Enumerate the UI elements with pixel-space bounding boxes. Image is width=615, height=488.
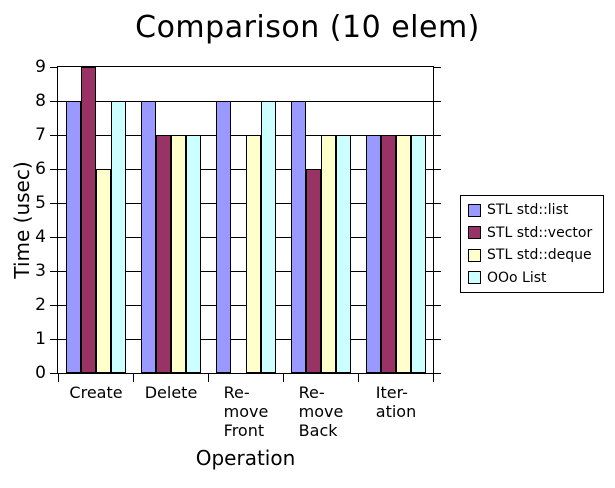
y-tick-label: 3 xyxy=(35,261,46,281)
y-tick-label: 4 xyxy=(35,227,46,247)
y-tick-label: 8 xyxy=(35,91,46,111)
x-axis-tick xyxy=(433,374,434,382)
y-axis-tick-right xyxy=(434,67,441,68)
x-category-label: Re- move Back xyxy=(298,383,344,440)
y-tick-label: 0 xyxy=(35,363,46,383)
x-axis-tick xyxy=(208,374,209,382)
bar xyxy=(66,101,81,373)
y-tick-label: 2 xyxy=(35,295,46,315)
bar xyxy=(306,169,321,373)
y-axis-tick xyxy=(50,373,57,374)
legend-item: STL std::deque xyxy=(468,247,603,263)
gridline xyxy=(58,135,433,136)
x-axis-tick xyxy=(133,374,134,382)
plot-area xyxy=(57,66,434,374)
y-axis-tick xyxy=(50,67,57,68)
y-axis-tick-right xyxy=(434,135,441,136)
gridline xyxy=(58,339,433,340)
x-axis-title: Operation xyxy=(195,446,296,470)
y-axis-tick xyxy=(50,339,57,340)
bar xyxy=(336,135,351,373)
bar xyxy=(216,101,231,373)
gridline xyxy=(58,271,433,272)
bar xyxy=(156,135,171,373)
legend-swatch-icon xyxy=(468,248,481,262)
y-axis-tick xyxy=(50,169,57,170)
bar xyxy=(291,101,306,373)
y-axis-tick xyxy=(50,237,57,238)
x-category-label: Delete xyxy=(144,383,198,402)
legend-label: STL std::list xyxy=(487,202,569,219)
y-axis-tick-right xyxy=(434,203,441,204)
y-axis-tick-right xyxy=(434,305,441,306)
bar xyxy=(381,135,396,373)
y-axis-tick-right xyxy=(434,169,441,170)
y-axis-tick-right xyxy=(434,237,441,238)
legend-swatch-icon xyxy=(468,226,481,240)
legend-label: STL std::vector xyxy=(487,224,593,241)
gridline xyxy=(58,305,433,306)
y-tick-label: 5 xyxy=(35,193,46,213)
y-axis-tick-right xyxy=(434,339,441,340)
legend-label: OOo List xyxy=(487,269,547,286)
x-category-label: Create xyxy=(69,383,123,402)
gridline xyxy=(58,169,433,170)
bar xyxy=(396,135,411,373)
x-axis-tick xyxy=(358,374,359,382)
gridline xyxy=(58,101,433,102)
x-category-label: Re- move Front xyxy=(223,383,269,440)
y-axis-tick xyxy=(50,271,57,272)
y-axis-tick-right xyxy=(434,101,441,102)
x-axis-tick xyxy=(283,374,284,382)
bar xyxy=(261,101,276,373)
bar xyxy=(411,135,426,373)
y-tick-label: 6 xyxy=(35,159,46,179)
y-axis-tick-right xyxy=(434,373,441,374)
legend-item: OOo List xyxy=(468,270,603,286)
y-tick-label: 9 xyxy=(35,57,46,77)
y-axis-tick xyxy=(50,305,57,306)
gridline xyxy=(58,203,433,204)
bar xyxy=(111,101,126,373)
bar xyxy=(81,67,96,373)
bar xyxy=(186,135,201,373)
legend-label: STL std::deque xyxy=(487,247,592,264)
y-axis-tick xyxy=(50,203,57,204)
y-axis-tick xyxy=(50,101,57,102)
legend-swatch-icon xyxy=(468,203,481,217)
legend-item: STL std::list xyxy=(468,202,603,218)
y-tick-label: 7 xyxy=(35,125,46,145)
bar xyxy=(96,169,111,373)
bar xyxy=(141,101,156,373)
legend-item: STL std::vector xyxy=(468,225,603,241)
legend-swatch-icon xyxy=(468,271,481,285)
x-axis-tick xyxy=(58,374,59,382)
y-axis-tick-right xyxy=(434,271,441,272)
y-tick-label: 1 xyxy=(35,329,46,349)
bar xyxy=(171,135,186,373)
y-axis-tick xyxy=(50,135,57,136)
chart-title: Comparison (10 elem) xyxy=(135,10,480,45)
gridline xyxy=(58,237,433,238)
x-category-label: Iter- ation xyxy=(375,383,417,421)
bar xyxy=(246,135,261,373)
bar xyxy=(366,135,381,373)
bar xyxy=(321,135,336,373)
